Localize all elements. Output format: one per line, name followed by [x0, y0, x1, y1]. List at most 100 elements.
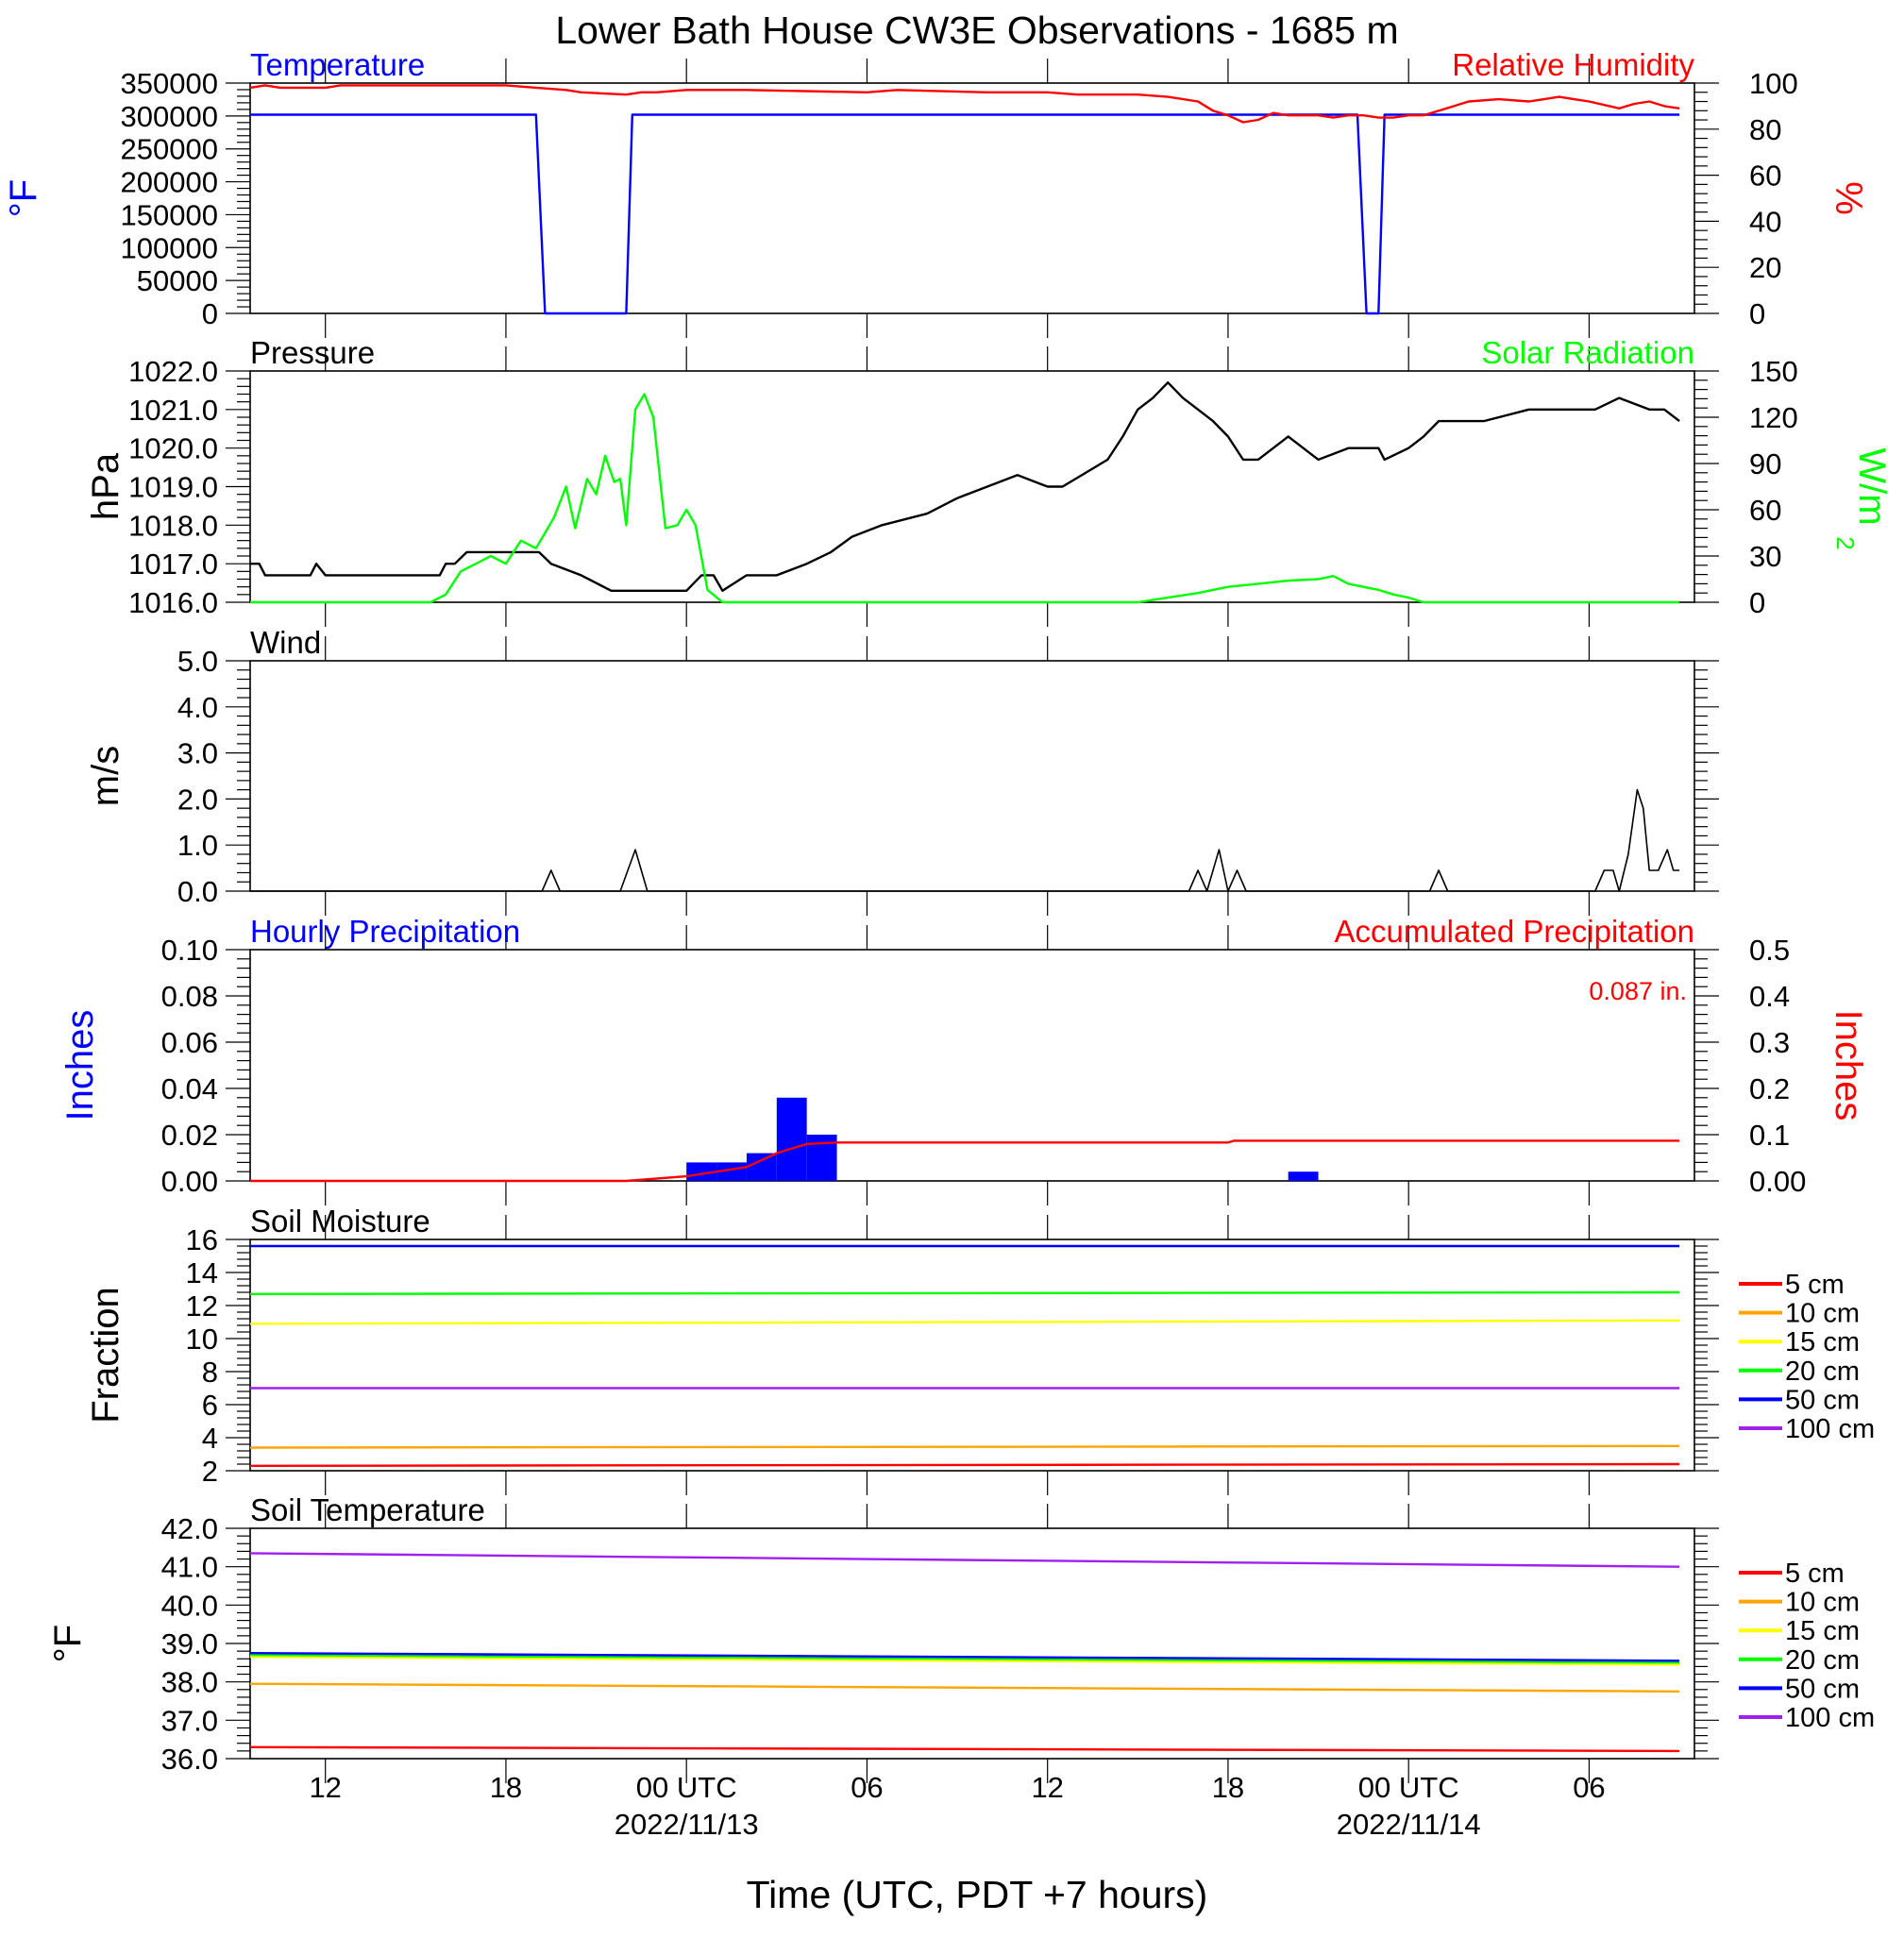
- panel-title-left: Wind: [250, 625, 321, 660]
- y-tick-label-right: 60: [1749, 494, 1781, 527]
- legend-label: 50 cm: [1785, 1674, 1860, 1704]
- series-line-1: [249, 1745, 1680, 1753]
- panel-title-left: Temperature: [250, 47, 425, 82]
- y-tick-label: 4: [202, 1422, 218, 1455]
- x-tick-label: 06: [851, 1771, 883, 1804]
- figure-title: Lower Bath House CW3E Observations - 168…: [555, 8, 1398, 52]
- plot-frame: [249, 82, 1695, 314]
- y-tick-label-right: 40: [1749, 205, 1781, 238]
- y-tick-label-right: 20: [1749, 251, 1781, 284]
- series-line-1: [249, 1462, 1680, 1468]
- y-tick-label-right: 60: [1749, 160, 1781, 193]
- y-tick-label: 1018.0: [128, 509, 218, 542]
- y-tick-label-right: 30: [1749, 540, 1781, 573]
- y-tick-label-right: 0.1: [1749, 1119, 1790, 1152]
- panel-3: 0.0 1.0 2.0 3.0 4.0 5.0 Wind m/s: [85, 625, 1719, 916]
- y-tick-label: 1021.0: [128, 394, 218, 427]
- series-line-2: [249, 84, 1680, 124]
- y-tick-label: 41.0: [161, 1551, 218, 1584]
- x-tick-label: 12: [309, 1771, 341, 1804]
- series-line-4: [249, 1290, 1680, 1296]
- y-tick-label: 37.0: [161, 1704, 218, 1737]
- legend-label: 100 cm: [1785, 1414, 1875, 1444]
- panel-title-right: Accumulated Precipitation: [1334, 914, 1694, 949]
- y-tick-label: 0.10: [161, 934, 218, 967]
- y-tick-label: 12: [186, 1289, 218, 1323]
- x-tick-label: 06: [1573, 1771, 1605, 1804]
- x-tick-date: 2022/11/13: [615, 1808, 759, 1841]
- y-tick-label: 1016.0: [128, 586, 218, 619]
- y-tick-label: 1.0: [177, 829, 218, 862]
- panel-title-left: Soil Temperature: [250, 1492, 485, 1527]
- y-tick-label: 1019.0: [128, 471, 218, 504]
- y-tick-label: 4.0: [177, 691, 218, 724]
- legend-label: 100 cm: [1785, 1703, 1875, 1733]
- plot-frame: [249, 949, 1695, 1182]
- x-tick-label: 00 UTC: [636, 1771, 737, 1804]
- series-line-1: [250, 113, 1680, 315]
- y-tick-label: 0.04: [161, 1072, 218, 1105]
- y-axis-label-right: Inches: [1828, 1010, 1869, 1121]
- y-tick-label-right: 150: [1749, 355, 1798, 388]
- y-axis-label: Fraction: [85, 1287, 126, 1424]
- plot-frame: [249, 1239, 1695, 1472]
- plot-frame: [249, 1527, 1695, 1760]
- y-tick-label: 39.0: [161, 1627, 218, 1660]
- legend-label: 15 cm: [1785, 1616, 1860, 1646]
- legend-label: 20 cm: [1785, 1357, 1860, 1387]
- x-tick-label: 18: [490, 1771, 522, 1804]
- panel-4: 0.00 0.02 0.04 0.06 0.08 0.10 0.00 0.1 0.2 0.3 0.4…: [59, 914, 1869, 1205]
- series-line-2: [249, 1444, 1680, 1449]
- y-tick-label-right: 0.2: [1749, 1072, 1790, 1105]
- series-line-5: [249, 1651, 1680, 1662]
- series-line-3: [249, 1655, 1680, 1666]
- y-tick-label: 16: [186, 1223, 218, 1256]
- series-line-3: [249, 1319, 1680, 1325]
- series-line-1: [250, 1139, 1680, 1183]
- plot-frame: [249, 660, 1695, 892]
- y-tick-label: 1020.0: [128, 432, 218, 465]
- y-axis-label-right: W/m: [1851, 447, 1893, 525]
- series-line-4: [249, 1653, 1680, 1664]
- legend-label: 15 cm: [1785, 1327, 1860, 1357]
- y-tick-label: 0.0: [177, 875, 218, 908]
- y-tick-label: 50000: [137, 264, 218, 297]
- precip-bar: [1288, 1171, 1319, 1181]
- y-tick-label: 100000: [121, 231, 218, 264]
- y-tick-label: 10: [186, 1323, 218, 1356]
- y-tick-label: 5.0: [177, 645, 218, 678]
- y-tick-label: 0.00: [161, 1165, 218, 1198]
- y-tick-label: 300000: [121, 100, 218, 133]
- y-tick-label: 150000: [121, 198, 218, 231]
- y-tick-label: 1022.0: [128, 355, 218, 388]
- y-tick-label-right: 0.5: [1749, 934, 1790, 967]
- y-axis-label: hPa: [85, 452, 126, 520]
- precip-bar: [776, 1097, 807, 1181]
- y-tick-label-right: 120: [1749, 401, 1798, 434]
- y-axis-label: °F: [3, 179, 44, 217]
- y-tick-label: 0.06: [161, 1026, 218, 1059]
- x-tick-label: 12: [1031, 1771, 1063, 1804]
- y-axis-label-right-superscript: 2: [1831, 536, 1860, 549]
- y-tick-label-right: 0: [1749, 297, 1765, 330]
- y-axis-label-right: %: [1828, 181, 1869, 215]
- panel-title-right: Solar Radiation: [1481, 335, 1694, 370]
- y-tick-label-right: 0.4: [1749, 980, 1790, 1013]
- y-tick-label: 40.0: [161, 1589, 218, 1622]
- y-tick-label: 350000: [121, 67, 218, 100]
- y-tick-label-right: 100: [1749, 67, 1798, 100]
- legend-label: 10 cm: [1785, 1299, 1860, 1329]
- x-axis: 12 18 00 UTC 2022/11/13 06 12 18 00 UTC 2022/11/…: [309, 1771, 1605, 1841]
- y-tick-label: 200000: [121, 166, 218, 199]
- y-tick-label-right: 0.00: [1749, 1165, 1806, 1198]
- y-axis-label: m/s: [85, 746, 126, 806]
- precip-bar: [686, 1162, 717, 1181]
- panel-title-left: Pressure: [250, 335, 375, 370]
- series-line-6: [249, 1552, 1680, 1568]
- series-line-1: [250, 788, 1680, 892]
- accumulated-total-annotation: 0.087 in.: [1589, 977, 1687, 1005]
- legend-label: 5 cm: [1785, 1270, 1845, 1300]
- y-tick-label-right: 0: [1749, 586, 1765, 619]
- y-tick-label: 14: [186, 1256, 218, 1289]
